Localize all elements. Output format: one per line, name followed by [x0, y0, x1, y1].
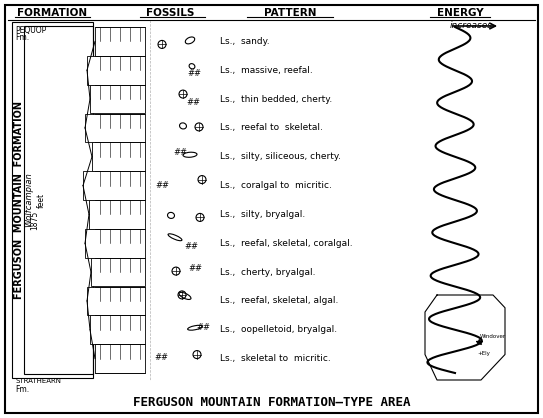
- Text: ##: ##: [188, 264, 202, 273]
- Bar: [85, 114, 145, 143]
- Bar: [95, 344, 145, 373]
- Text: Ls.,  silty, bryalgal.: Ls., silty, bryalgal.: [220, 210, 305, 219]
- Text: Ls.,  silty, siliceous, cherty.: Ls., silty, siliceous, cherty.: [220, 152, 341, 161]
- Text: ##: ##: [196, 323, 210, 332]
- Text: ##: ##: [186, 97, 200, 107]
- Bar: [95, 27, 145, 56]
- Text: Fm.: Fm.: [15, 385, 29, 393]
- Bar: [87, 56, 145, 85]
- Text: STRATHEARN: STRATHEARN: [15, 378, 61, 384]
- Text: Fm.: Fm.: [15, 33, 29, 41]
- Text: ##: ##: [187, 69, 201, 78]
- Text: Wolfcampian: Wolfcampian: [24, 173, 34, 227]
- Text: Ls.,  reefal, skeletal, algal.: Ls., reefal, skeletal, algal.: [220, 296, 338, 306]
- Bar: [83, 171, 145, 200]
- Bar: [12, 22, 93, 378]
- Text: Ls.,  sandy.: Ls., sandy.: [220, 37, 270, 46]
- Text: ##: ##: [154, 353, 168, 362]
- Text: Ls.,  thin bedded, cherty.: Ls., thin bedded, cherty.: [220, 94, 332, 104]
- Text: Ls.,  oopelletoid, bryalgal.: Ls., oopelletoid, bryalgal.: [220, 325, 337, 334]
- Text: +Ely: +Ely: [477, 351, 490, 355]
- Text: Ls.,  skeletal to  micritic.: Ls., skeletal to micritic.: [220, 354, 331, 363]
- Text: Ls.,  reefal to  skeletal.: Ls., reefal to skeletal.: [220, 123, 323, 133]
- Bar: [87, 286, 145, 315]
- Text: ENERGY: ENERGY: [437, 8, 483, 18]
- Text: FORMATION: FORMATION: [17, 8, 87, 18]
- Text: ##: ##: [184, 242, 198, 251]
- Text: feet: feet: [36, 192, 46, 208]
- Text: ##: ##: [155, 181, 169, 190]
- Bar: [90, 85, 145, 114]
- Text: FERGUSON  MOUNTAIN  FORMATION: FERGUSON MOUNTAIN FORMATION: [14, 101, 24, 299]
- Text: PEQUOP: PEQUOP: [15, 25, 46, 35]
- Text: PATTERN: PATTERN: [264, 8, 316, 18]
- Text: Ls.,  coralgal to  micritic.: Ls., coralgal to micritic.: [220, 181, 332, 190]
- Text: 1875: 1875: [30, 210, 40, 229]
- Bar: [92, 143, 145, 171]
- Text: FOSSILS: FOSSILS: [146, 8, 194, 18]
- Text: Ls.,  massive, reefal.: Ls., massive, reefal.: [220, 66, 313, 75]
- Bar: [89, 200, 145, 229]
- Text: Ls.,  cherty, bryalgal.: Ls., cherty, bryalgal.: [220, 268, 315, 277]
- Text: Windover: Windover: [480, 334, 506, 339]
- Bar: [24, 26, 93, 374]
- Text: ##: ##: [173, 148, 187, 157]
- Text: Ls.,  reefal, skeletal, coralgal.: Ls., reefal, skeletal, coralgal.: [220, 239, 352, 248]
- Text: FERGUSON MOUNTAIN FORMATION–TYPE AREA: FERGUSON MOUNTAIN FORMATION–TYPE AREA: [133, 395, 411, 408]
- Bar: [85, 229, 145, 257]
- Bar: [90, 315, 145, 344]
- Text: increases: increases: [450, 21, 493, 31]
- Bar: [91, 257, 145, 286]
